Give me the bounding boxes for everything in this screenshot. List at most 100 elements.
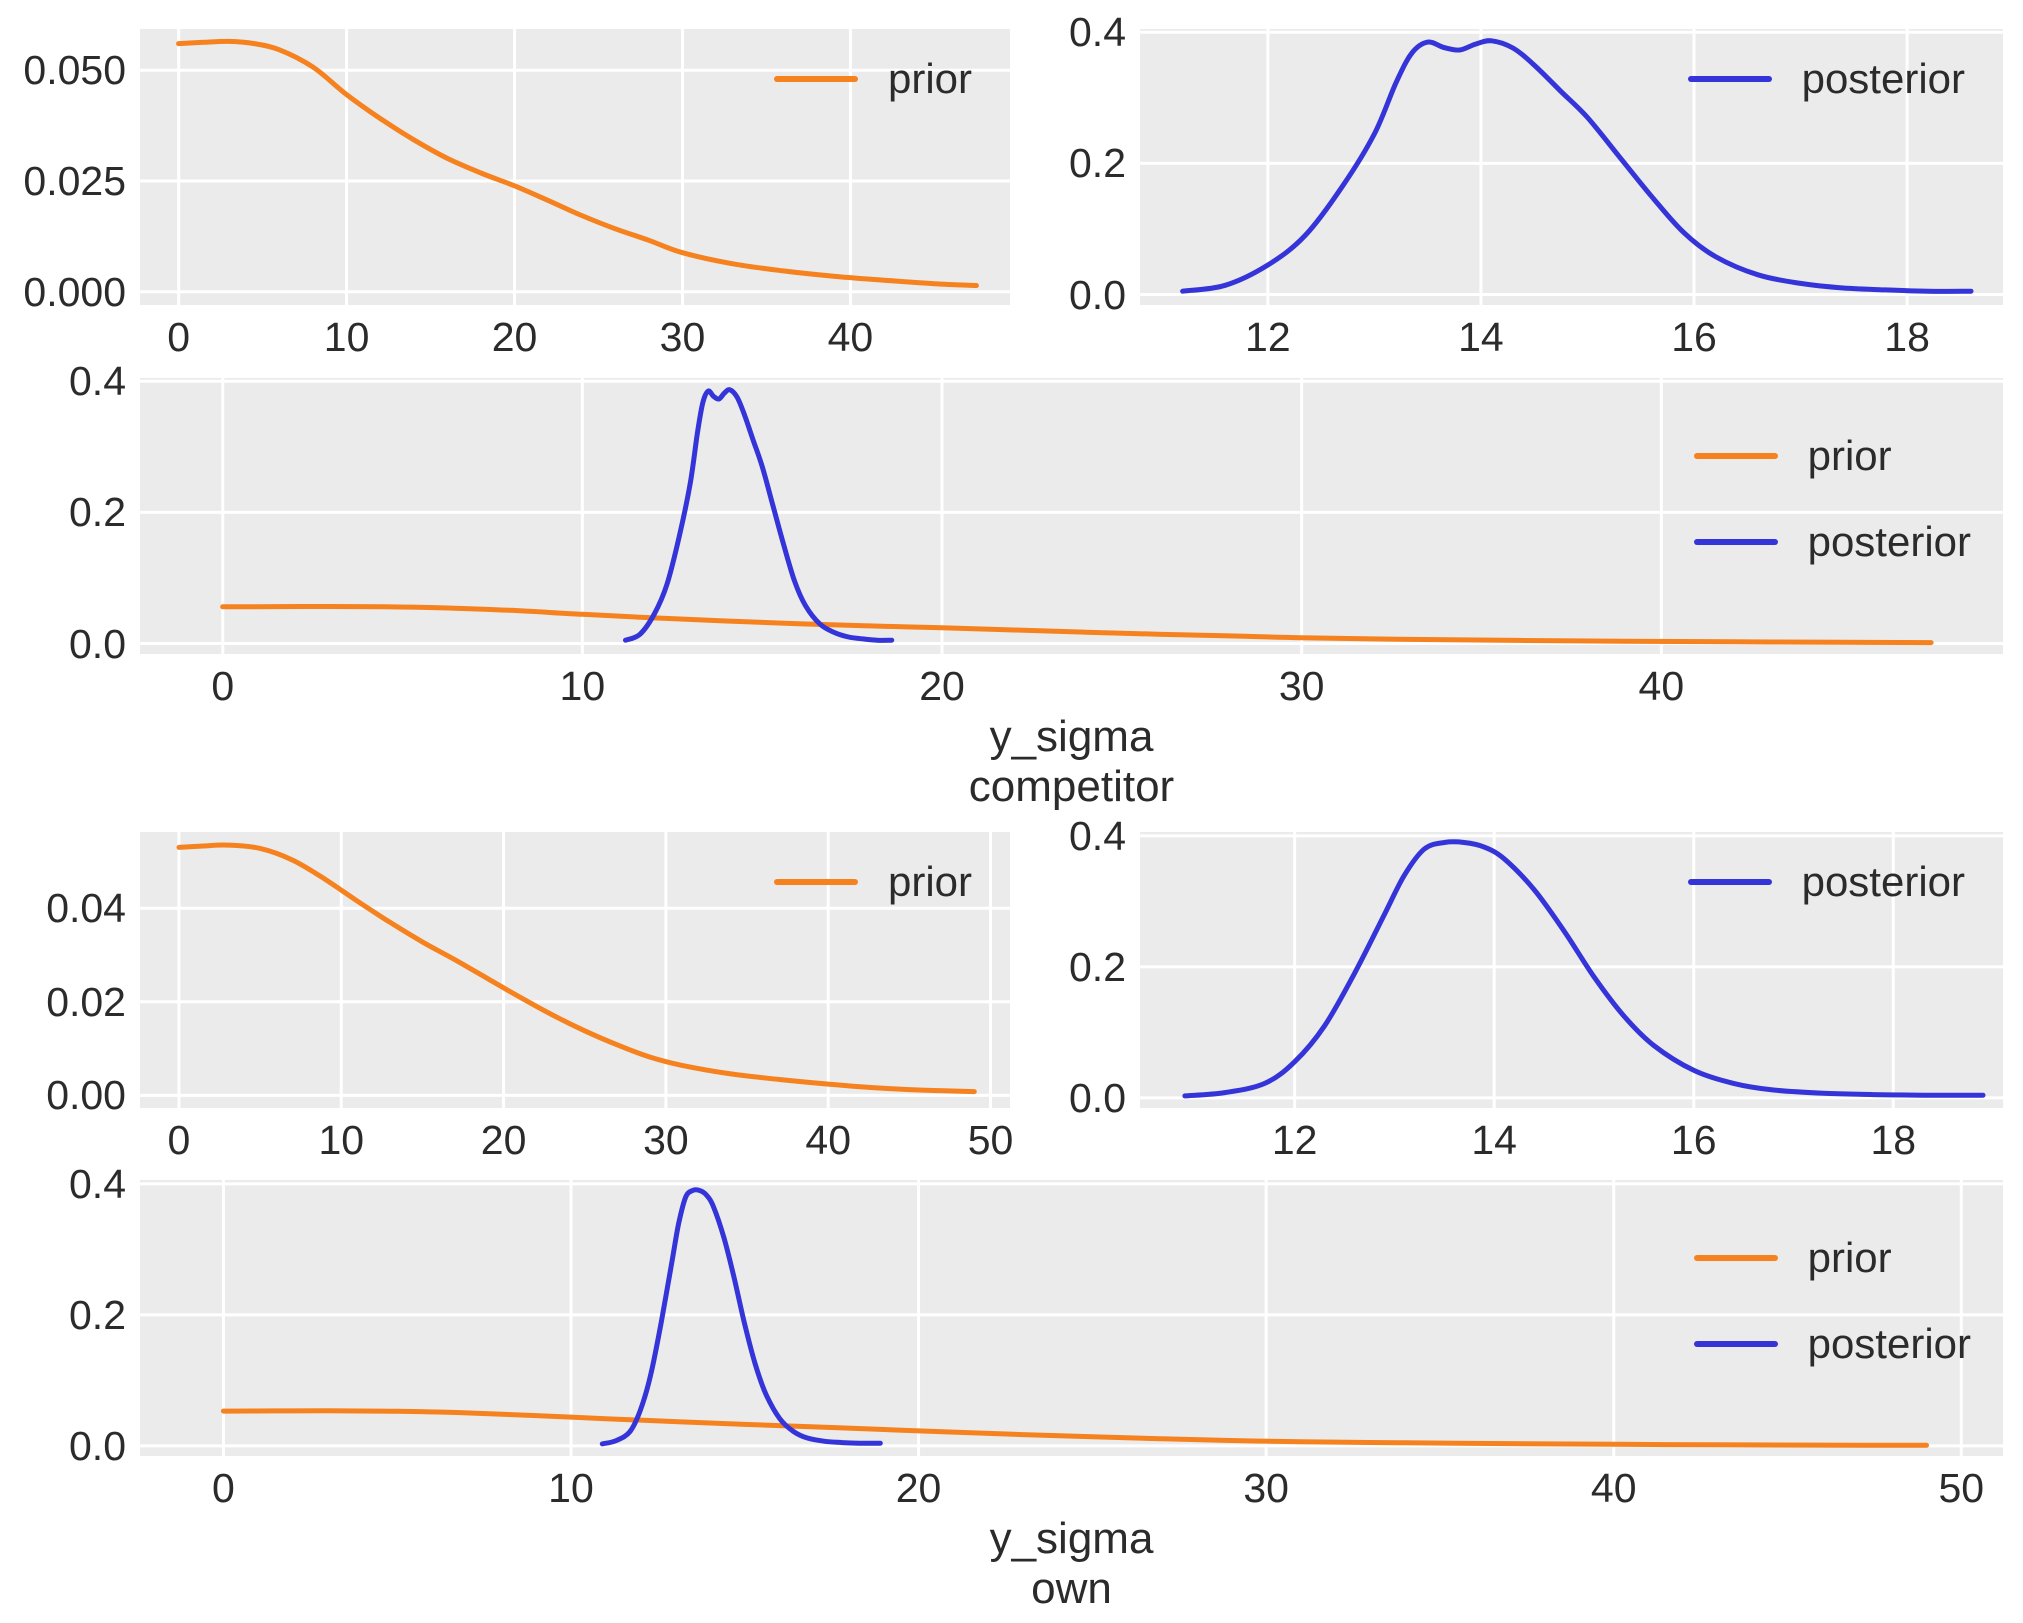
x-tick-label: 12 (1245, 314, 1291, 360)
posterior-curve (1182, 839, 1986, 1099)
x-tick-label: 30 (659, 314, 706, 360)
x-axis-label: y_sigma competitor (968, 712, 1175, 811)
x-axis-label: y_sigma own (989, 1514, 1154, 1613)
legend-entry-posterior: posterior (1687, 54, 1965, 104)
legend-own-posterior: posterior (1687, 857, 1965, 907)
legend-competitor-prior: prior (773, 54, 972, 104)
legend-label: prior (1807, 1234, 1892, 1281)
legend-own-joint: prior posterior (1693, 1233, 1971, 1369)
plot-area-own-joint (140, 1180, 2003, 1456)
posterior-line-sample-icon (1687, 76, 1772, 82)
subplot-own-joint: 0 10 20 30 40 50 0.0 0.2 0.4 prior posterior y_sigm… (69, 1161, 2003, 1613)
x-tick-label: 20 (919, 663, 965, 709)
posterior-line-sample-icon (1687, 879, 1772, 885)
x-tick-label: 40 (805, 1117, 852, 1163)
x-tick-label: 10 (323, 314, 370, 360)
prior-curve (176, 842, 977, 1095)
x-tick-label: 50 (1938, 1465, 1985, 1511)
legend-competitor-joint: prior posterior (1693, 431, 1971, 567)
y-tick-label: 0.4 (69, 358, 126, 405)
legend-competitor-posterior: posterior (1687, 54, 1965, 104)
x-tick-label: 40 (827, 314, 874, 360)
prior-line-sample-icon (1693, 1255, 1778, 1261)
legend-own-prior: prior (773, 857, 972, 907)
x-tick-label: 50 (967, 1117, 1014, 1163)
y-tick-label: 0.4 (69, 1160, 126, 1207)
y-tick-label: 0.2 (69, 1291, 126, 1338)
posterior-line-sample-icon (1693, 539, 1778, 545)
y-tick-label: 0.050 (23, 47, 126, 94)
legend-entry-posterior: posterior (1693, 1319, 1971, 1369)
x-tick-label: 16 (1670, 1117, 1717, 1163)
y-tick-label: 0.00 (46, 1072, 126, 1119)
prior-curve (220, 1408, 1929, 1448)
x-tick-label: 12 (1271, 1117, 1318, 1163)
x-tick-label: 10 (548, 1465, 594, 1511)
prior-line-sample-icon (1693, 453, 1778, 459)
prior-curve (176, 38, 979, 288)
x-tick-label: 14 (1458, 314, 1504, 360)
legend-label: prior (887, 858, 972, 905)
plot-area-competitor-posterior (1140, 29, 2003, 305)
legend-entry-prior: prior (1693, 1233, 1971, 1283)
y-tick-label: 0.2 (1069, 943, 1126, 990)
x-tick-label: 16 (1671, 314, 1717, 360)
x-tick-label: 30 (1243, 1465, 1289, 1511)
plot-area-competitor-prior (140, 29, 1010, 305)
posterior-line-sample-icon (1693, 1341, 1778, 1347)
x-tick-label: 0 (167, 314, 191, 360)
y-tick-label: 0.000 (23, 268, 126, 315)
x-tick-label: 14 (1471, 1117, 1517, 1163)
y-tick-label: 0.4 (1069, 812, 1126, 859)
y-tick-label: 0.0 (69, 1422, 126, 1469)
y-tick-label: 0.025 (23, 157, 126, 204)
posterior-curve (623, 387, 895, 643)
legend-entry-posterior: posterior (1687, 857, 1965, 907)
posterior-curve (1180, 38, 1974, 294)
y-tick-label: 0.02 (46, 978, 126, 1025)
legend-entry-prior: prior (1693, 431, 1971, 481)
legend-label: prior (1807, 432, 1892, 479)
prior-curve (220, 603, 1934, 646)
y-tick-label: 0.2 (69, 489, 126, 536)
x-tick-label: 0 (211, 663, 235, 709)
legend-entry-posterior: posterior (1693, 517, 1971, 567)
prior-line-sample-icon (773, 879, 858, 885)
x-tick-label: 0 (212, 1465, 235, 1511)
prior-line-sample-icon (773, 76, 858, 82)
subplot-own-posterior: 12 14 16 18 0.0 0.2 0.4 posterior (1069, 813, 2003, 1163)
x-tick-label: 30 (1278, 663, 1325, 709)
x-tick-label: 40 (1638, 663, 1685, 709)
x-tick-label: 18 (1884, 314, 1930, 360)
x-tick-label: 10 (318, 1117, 365, 1163)
subplot-competitor-posterior: 12 14 16 18 0.0 0.2 0.4 posterior (1069, 9, 2003, 360)
x-tick-label: 0 (167, 1117, 191, 1163)
y-tick-label: 0.0 (69, 620, 126, 667)
y-tick-label: 0.0 (1069, 1074, 1126, 1121)
legend-entry-prior: prior (773, 54, 972, 104)
x-tick-label: 20 (480, 1117, 527, 1163)
x-tick-label: 40 (1590, 1465, 1637, 1511)
x-tick-label: 10 (559, 663, 606, 709)
legend-label: posterior (1801, 55, 1965, 102)
x-tick-label: 30 (643, 1117, 689, 1163)
x-tick-label: 20 (895, 1465, 942, 1511)
y-tick-label: 0.04 (46, 885, 126, 932)
plot-area-competitor-joint (140, 378, 2003, 654)
y-tick-label: 0.4 (1069, 9, 1126, 56)
x-tick-label: 18 (1870, 1117, 1917, 1163)
plot-area-own-posterior (1140, 832, 2003, 1108)
legend-label: posterior (1801, 858, 1965, 905)
legend-label: prior (887, 55, 972, 102)
subplot-own-prior: 0 10 20 30 40 50 0.00 0.02 0.04 prior (46, 832, 1013, 1163)
y-tick-label: 0.2 (1069, 140, 1126, 187)
plot-area-own-prior (140, 832, 1010, 1108)
y-tick-label: 0.0 (1069, 271, 1126, 318)
posterior-curve (599, 1187, 883, 1447)
subplot-competitor-joint: 0 10 20 30 40 0.0 0.2 0.4 prior posterior y_sigma … (69, 358, 2003, 811)
x-tick-label: 20 (491, 314, 538, 360)
subplot-competitor-prior: 0 10 20 30 40 0.000 0.025 0.050 prior (23, 29, 1010, 360)
legend-label: posterior (1807, 518, 1971, 565)
legend-label: posterior (1807, 1320, 1971, 1367)
